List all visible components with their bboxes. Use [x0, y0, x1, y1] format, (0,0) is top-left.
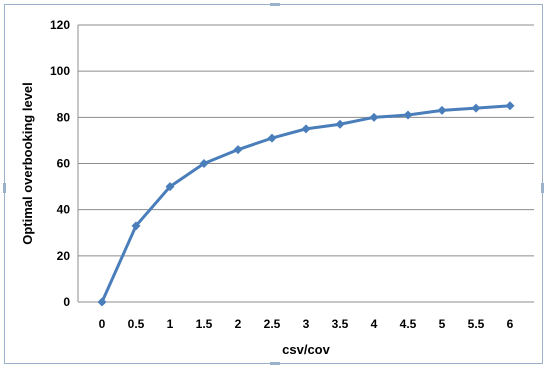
data-series	[97, 101, 515, 307]
x-tick-label: 1.5	[196, 317, 213, 331]
frame-resize-handle-top[interactable]	[270, 3, 280, 6]
x-tick-label: 3.5	[332, 317, 349, 331]
x-axis-title: csv/cov	[282, 342, 330, 357]
data-point-marker	[165, 182, 175, 192]
y-tick-label: 100	[50, 64, 70, 78]
data-point-marker	[505, 101, 515, 111]
x-tick-label: 1	[167, 317, 174, 331]
x-tick-label: 2	[235, 317, 242, 331]
frame-resize-handle-left[interactable]	[3, 183, 6, 193]
data-point-marker	[233, 145, 243, 155]
data-point-marker	[199, 159, 209, 168]
x-tick-label: 0.5	[128, 317, 145, 331]
x-tick-label: 0	[99, 317, 106, 331]
data-point-marker	[335, 119, 345, 129]
y-tick-label: 20	[57, 249, 71, 263]
y-tick-label: 60	[57, 157, 71, 171]
series-line	[100, 104, 511, 303]
y-axis-title: Optimal overbooking level	[20, 82, 35, 245]
axes	[77, 25, 534, 303]
x-tick-label: 2.5	[264, 317, 281, 331]
y-tick-label: 120	[50, 18, 70, 32]
frame-resize-handle-right[interactable]	[541, 183, 544, 193]
data-point-marker	[131, 221, 141, 231]
line-chart: 0 20 40 60 80 100 120 0 0.5 1 1.5 2 2.5 3 3.5 4 4.5 5 5.5…	[20, 18, 534, 357]
data-point-marker	[471, 103, 481, 113]
y-tick-labels: 0 20 40 60 80 100 120	[50, 18, 70, 309]
x-tick-label: 3	[303, 317, 310, 331]
data-point-marker	[403, 110, 413, 120]
data-point-marker	[267, 133, 277, 143]
frame-resize-handle-bottom[interactable]	[270, 362, 280, 365]
y-tick-label: 80	[57, 110, 71, 124]
chart-frame: 0 20 40 60 80 100 120 0 0.5 1 1.5 2 2.5 3 3.5 4 4.5 5 5.5…	[3, 3, 544, 365]
data-point-marker	[369, 112, 379, 122]
data-point-marker	[97, 297, 107, 307]
x-tick-label: 4.5	[400, 317, 417, 331]
y-tick-label: 40	[57, 203, 71, 217]
x-tick-label: 6	[507, 317, 514, 331]
gridlines	[78, 24, 534, 257]
data-point-marker	[301, 124, 311, 134]
data-point-marker	[437, 105, 447, 115]
x-tick-labels: 0 0.5 1 1.5 2 2.5 3 3.5 4 4.5 5 5.5 6	[99, 317, 514, 331]
x-tick-label: 4	[371, 317, 378, 331]
x-tick-label: 5.5	[468, 317, 485, 331]
y-tick-label: 0	[63, 295, 70, 309]
x-tick-label: 5	[439, 317, 446, 331]
